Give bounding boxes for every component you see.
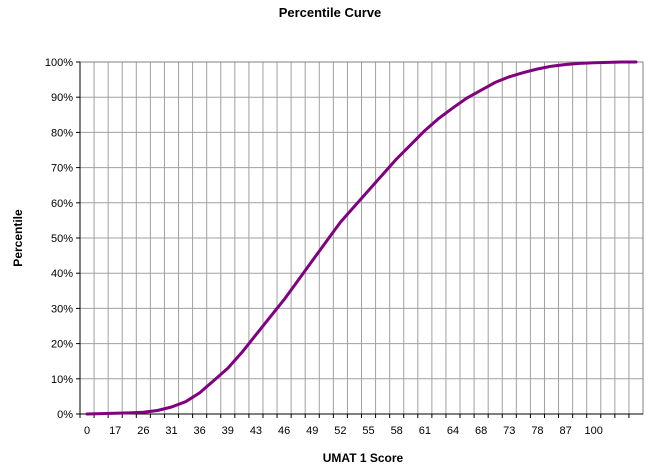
y-tick-label: 80% [51, 127, 73, 139]
y-tick-labels: 0% 10% 20% 30% 40% 50% 60% 70% 80% 90% 100% [45, 57, 73, 421]
y-tick-label: 20% [51, 339, 73, 351]
y-tick-label: 90% [51, 92, 73, 104]
x-tick-label: 46 [278, 425, 290, 437]
x-tick-label: 68 [475, 425, 487, 437]
y-tick-label: 0% [57, 409, 73, 421]
x-tick-label: 58 [391, 425, 403, 437]
y-tick-label: 50% [51, 233, 73, 245]
axes [76, 61, 644, 418]
x-tick-label: 17 [109, 425, 121, 437]
x-tick-labels: 0 17 26 31 36 39 43 46 49 52 55 58 61 64 68 73 78 87 100 [84, 425, 603, 437]
y-axis-title: Percentile [11, 209, 25, 267]
y-tick-label: 30% [51, 303, 73, 315]
x-tick-label: 43 [250, 425, 262, 437]
gridlines [80, 61, 643, 414]
y-tick-label: 10% [51, 374, 73, 386]
x-tick-label: 26 [137, 425, 149, 437]
x-tick-label: 64 [447, 425, 459, 437]
y-tick-label: 40% [51, 268, 73, 280]
x-tick-label: 100 [585, 425, 603, 437]
x-tick-label: 78 [531, 425, 543, 437]
x-tick-label: 36 [194, 425, 206, 437]
x-tick-label: 87 [559, 425, 571, 437]
x-tick-label: 49 [306, 425, 318, 437]
series-layer [85, 60, 638, 416]
chart-title: Percentile Curve [279, 5, 382, 20]
x-tick-label: 61 [419, 425, 431, 437]
percentile-series-line [85, 60, 638, 416]
x-tick-label: 55 [362, 425, 374, 437]
x-axis-title: UMAT 1 Score [323, 451, 404, 465]
x-tick-label: 52 [334, 425, 346, 437]
y-tick-label: 60% [51, 198, 73, 210]
x-tick-label: 39 [222, 425, 234, 437]
y-tick-label: 70% [51, 163, 73, 175]
x-tick-label: 73 [503, 425, 515, 437]
x-tick-label: 0 [84, 425, 90, 437]
y-tick-label: 100% [45, 57, 73, 69]
x-tick-label: 31 [165, 425, 177, 437]
